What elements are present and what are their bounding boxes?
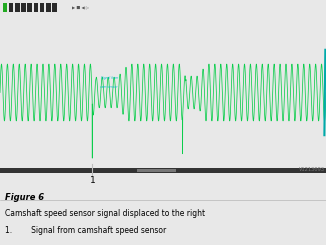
Text: ▶ ■ ◀ ▷: ▶ ■ ◀ ▷ — [72, 6, 89, 10]
Text: 1: 1 — [90, 176, 96, 185]
Bar — [9, 3, 13, 12]
Bar — [21, 3, 26, 12]
Text: Figure 6: Figure 6 — [5, 193, 44, 202]
Bar — [27, 3, 32, 12]
Text: 1.        Signal from camshaft speed sensor: 1. Signal from camshaft speed sensor — [5, 226, 166, 235]
Text: Camshaft speed sensor signal displaced to the right: Camshaft speed sensor signal displaced t… — [5, 209, 205, 218]
Text: cam sensor: cam sensor — [100, 85, 118, 89]
Bar — [40, 3, 44, 12]
Text: V1213093: V1213093 — [298, 167, 324, 172]
Bar — [15, 3, 20, 12]
Bar — [3, 3, 7, 12]
Bar — [46, 3, 51, 12]
Bar — [137, 169, 176, 172]
Bar — [34, 3, 38, 12]
Text: Signal from: Signal from — [101, 76, 118, 80]
Bar — [52, 3, 57, 12]
